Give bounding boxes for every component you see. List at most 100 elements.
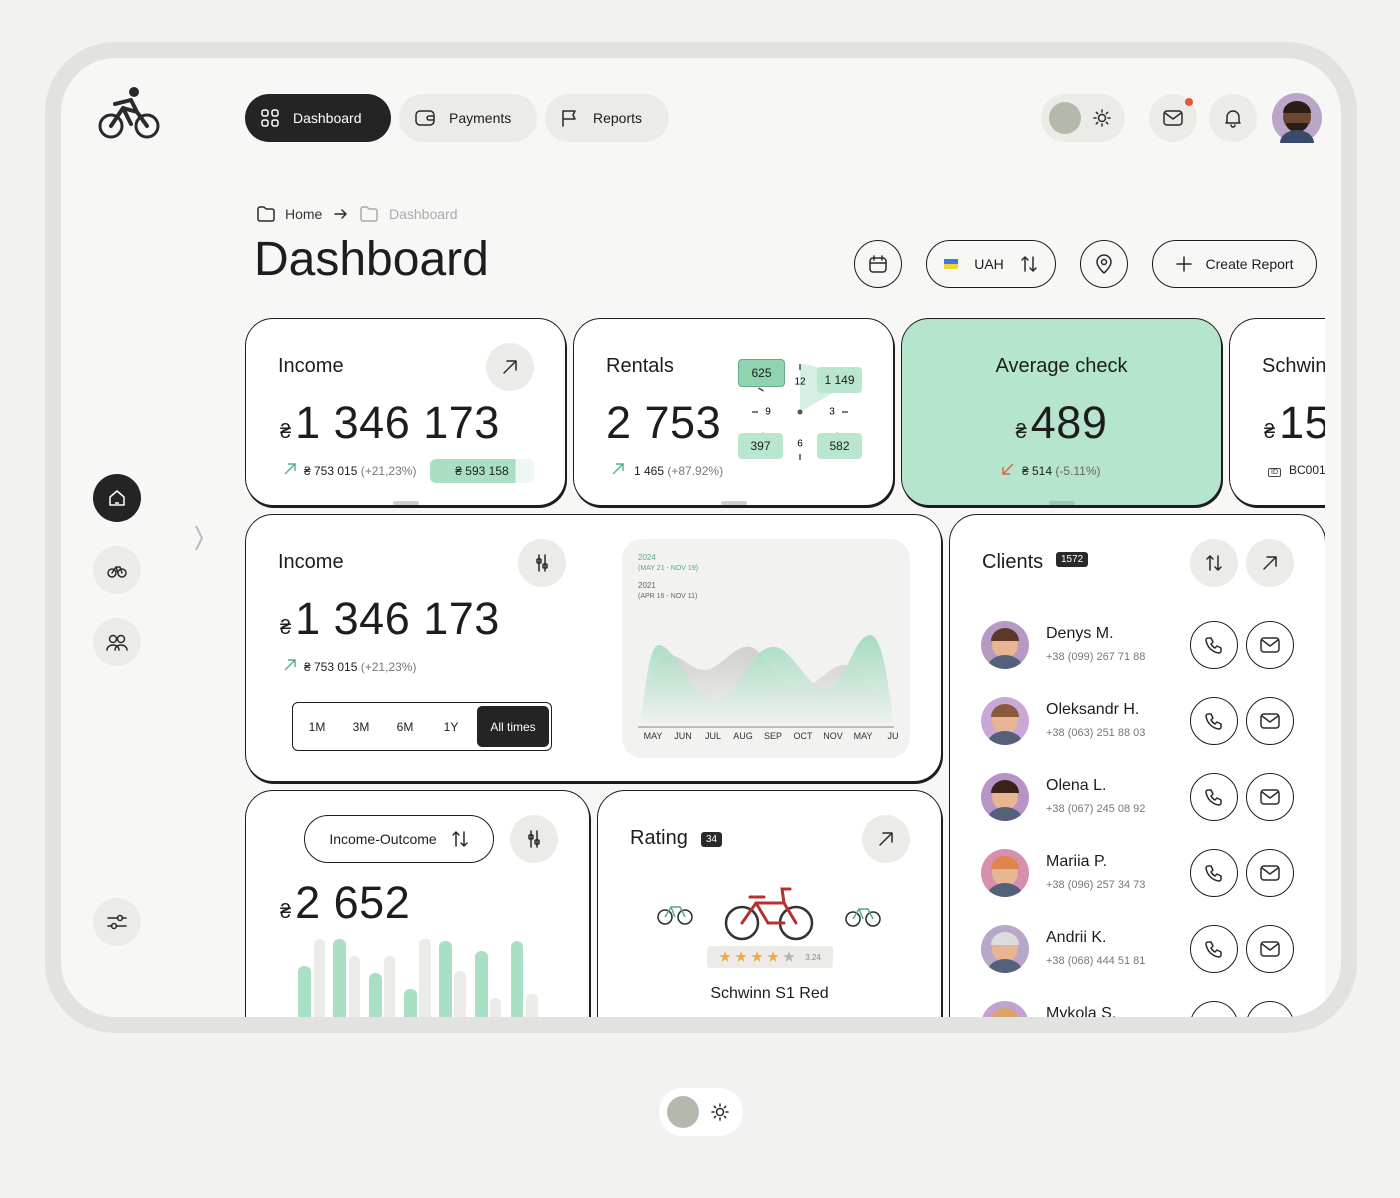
message-button[interactable] <box>1246 621 1294 669</box>
x-tick-label: OCT <box>794 731 814 741</box>
message-button[interactable] <box>1246 849 1294 897</box>
value: 489 <box>1030 397 1108 448</box>
call-button[interactable] <box>1190 1001 1238 1017</box>
card-title: Income <box>278 355 344 377</box>
range-option[interactable]: 6M <box>396 719 414 734</box>
call-button[interactable] <box>1190 621 1238 669</box>
sidebar-expand[interactable] <box>194 524 204 552</box>
decoration <box>987 628 1023 669</box>
prev-value: ₴ 514 <box>1022 464 1053 478</box>
range-option[interactable]: 1Y <box>443 719 459 734</box>
side-home[interactable] <box>93 474 141 522</box>
comparison: 1 465 (+87.92%) <box>612 463 723 478</box>
card-title: Clients <box>982 551 1044 573</box>
time-slot: 582 <box>817 433 862 459</box>
location-button[interactable] <box>1080 240 1128 288</box>
x-tick-label: JUN <box>674 731 692 741</box>
side-bikes[interactable] <box>93 546 141 594</box>
decoration <box>987 856 1023 897</box>
client-phone: +38 (067) 245 08 92 <box>1046 803 1146 815</box>
client-name: Oleksandr H. <box>1046 701 1140 718</box>
nav-payments[interactable]: Payments <box>399 94 537 142</box>
metric-select[interactable]: Income-Outcome <box>304 815 494 863</box>
call-button[interactable] <box>1190 849 1238 897</box>
range-option[interactable]: All times <box>477 706 549 747</box>
theme-toggle[interactable] <box>659 1088 743 1136</box>
change: (+21,23%) <box>360 464 417 478</box>
range-option[interactable]: 3M <box>352 719 370 734</box>
client-avatar <box>981 925 1029 973</box>
card-handle <box>721 501 747 505</box>
legend-year: 2021 <box>638 581 656 590</box>
client-name: Olena L. <box>1046 777 1107 794</box>
page-title: Dashboard <box>254 233 489 286</box>
bar-decoration <box>298 939 538 1017</box>
cards-area: Income ₴1 346 173 ₴ 753 015 (+21,23%) ₴ … <box>245 308 1325 1017</box>
open-button[interactable] <box>862 815 910 863</box>
folder-icon <box>360 206 378 222</box>
call-button[interactable] <box>1190 773 1238 821</box>
filter-button[interactable] <box>510 815 558 863</box>
decoration <box>107 566 127 578</box>
comparison: ₴ 753 015 (+21,23%) <box>284 463 416 478</box>
nav-dashboard[interactable]: Dashboard <box>245 94 391 142</box>
nav-label: Payments <box>449 110 512 126</box>
clock-mark: 3 <box>829 407 835 418</box>
income-outcome-card: Income-Outcome ₴2 652 <box>245 790 590 1017</box>
x-tick-label: JUL <box>705 731 721 741</box>
call-button[interactable] <box>1190 925 1238 973</box>
open-button[interactable] <box>486 343 534 391</box>
breadcrumb-home[interactable]: Home <box>285 206 323 222</box>
card-value: ₴1 346 173 <box>280 593 500 645</box>
x-tick-label: MAY <box>854 731 873 741</box>
change: (+21,23%) <box>360 660 417 674</box>
sort-button[interactable] <box>1190 539 1238 587</box>
calendar-button[interactable] <box>854 240 902 288</box>
decoration <box>107 914 127 930</box>
nav-reports[interactable]: Reports <box>545 94 669 142</box>
nav-label: Dashboard <box>293 110 362 126</box>
create-report-button[interactable]: Create Report <box>1152 240 1317 288</box>
message-button[interactable] <box>1246 1001 1294 1017</box>
bell-button[interactable] <box>1209 94 1257 142</box>
currency-select[interactable]: UAH <box>926 240 1056 288</box>
comparison: ₴ 753 015 (+21,23%) <box>284 659 416 674</box>
decoration <box>987 932 1023 973</box>
client-name: Denys M. <box>1046 625 1114 642</box>
decoration <box>1205 637 1222 654</box>
range-option[interactable]: 1M <box>308 719 326 734</box>
decoration <box>1096 254 1112 274</box>
card-title: Schwin <box>1262 355 1325 377</box>
call-button[interactable] <box>1190 697 1238 745</box>
code: BC001 <box>1289 463 1325 477</box>
currency-sign: ₴ <box>280 421 292 443</box>
rating-count: 34 <box>701 832 723 847</box>
decoration: ID <box>1268 468 1281 477</box>
nav-label: Reports <box>593 110 643 126</box>
product-stat-card: Schwin ₴15 ID BC001 <box>1229 318 1325 506</box>
currency-sign: ₴ <box>280 617 292 639</box>
filter-button[interactable] <box>518 539 566 587</box>
average-check-card: Average check ₴489 ₴ 514 (-5.11%) <box>901 318 1222 506</box>
user-avatar[interactable] <box>1272 93 1322 143</box>
message-button[interactable] <box>1246 697 1294 745</box>
side-clients[interactable] <box>93 618 141 666</box>
decoration <box>1206 555 1222 571</box>
decoration <box>1205 865 1222 882</box>
rating-score: 3.24 <box>805 952 821 962</box>
card-title: Rentals <box>606 355 674 377</box>
value: 1 346 173 <box>295 593 500 644</box>
icon <box>1225 110 1241 128</box>
theme-toggle[interactable] <box>1041 94 1125 142</box>
message-button[interactable] <box>1246 773 1294 821</box>
open-button[interactable] <box>1246 539 1294 587</box>
side-settings[interactable] <box>93 898 141 946</box>
x-tick-label: JU <box>888 731 899 741</box>
x-tick-label: NOV <box>823 731 843 741</box>
comparison: ₴ 514 (-5.11%) <box>1002 463 1101 478</box>
card-title: Rating <box>630 827 688 849</box>
bike-small <box>657 906 693 925</box>
message-button[interactable] <box>1246 925 1294 973</box>
card-value: ₴1 346 173 <box>280 397 500 449</box>
